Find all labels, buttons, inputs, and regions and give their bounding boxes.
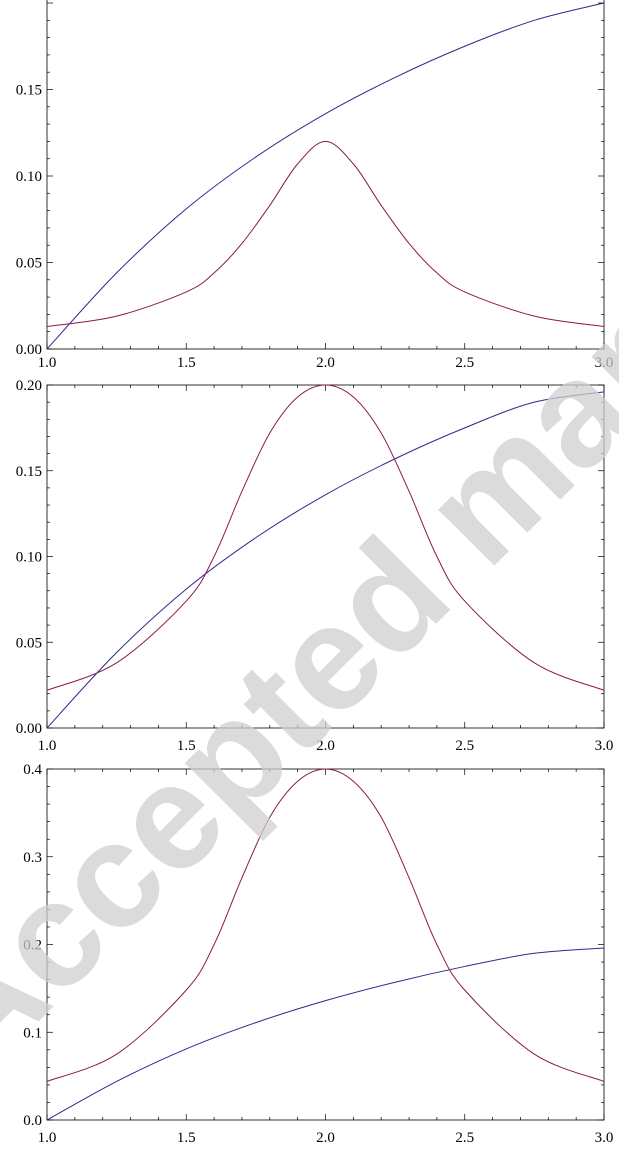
x-tick-label: 3.0 [595, 1130, 614, 1146]
x-tick-label: 1.0 [38, 355, 57, 371]
series-line-2 [46, 768, 605, 1082]
series-line-2 [46, 140, 605, 328]
y-tick-label: 0.0 [23, 1113, 42, 1129]
x-tick-label: 1.0 [38, 1130, 57, 1146]
y-tick-label: 0.10 [16, 550, 42, 566]
y-tick-label: 0.4 [23, 762, 42, 778]
y-tick-label: 0.2 [23, 938, 42, 954]
y-tick-label: 0.00 [16, 342, 42, 358]
series-line-1 [46, 391, 605, 729]
x-tick-label: 1.5 [177, 1130, 196, 1146]
x-tick-label: 2.5 [455, 738, 474, 754]
series-line-1 [46, 947, 605, 1121]
y-tick-label: 0.00 [16, 721, 42, 737]
x-tick-label: 3.0 [595, 738, 614, 754]
x-tick-label: 3.0 [595, 355, 614, 371]
y-tick-label: 0.15 [16, 464, 42, 480]
x-tick-label: 2.0 [316, 738, 335, 754]
y-tick-label: 0.05 [16, 635, 42, 651]
plot-frame [46, 768, 605, 1121]
y-tick-label: 0.10 [16, 169, 42, 185]
chart-panel-2: 1.0 1.5 2.0 2.5 3.0 0.00 0.05 0.10 0.15 0.20 [16, 378, 614, 754]
x-tick-label: 1.0 [38, 738, 57, 754]
x-tick-label: 1.5 [177, 355, 196, 371]
chart-panel-3: 1.0 1.5 2.0 2.5 3.0 0.0 0.1 0.2 0.3 0.4 [23, 762, 613, 1146]
y-tick-label: 0.15 [16, 83, 42, 99]
y-tick-label: 0.20 [16, 378, 42, 394]
plot-frame [46, 0, 605, 350]
plot-frame [46, 384, 605, 729]
x-tick-label: 1.5 [177, 738, 196, 754]
series-line-2 [46, 384, 605, 691]
y-tick-label: 0.1 [23, 1025, 42, 1041]
x-tick-label: 2.0 [316, 1130, 335, 1146]
x-tick-label: 2.0 [316, 355, 335, 371]
chart-panel-1: 1.0 1.5 2.0 2.5 3.0 0.00 0.05 0.10 0.15 [16, 0, 614, 371]
series-line-1 [46, 2, 605, 350]
y-tick-label: 0.05 [16, 256, 42, 272]
x-tick-label: 2.5 [455, 1130, 474, 1146]
y-tick-label: 0.3 [23, 850, 42, 866]
x-tick-label: 2.5 [455, 355, 474, 371]
